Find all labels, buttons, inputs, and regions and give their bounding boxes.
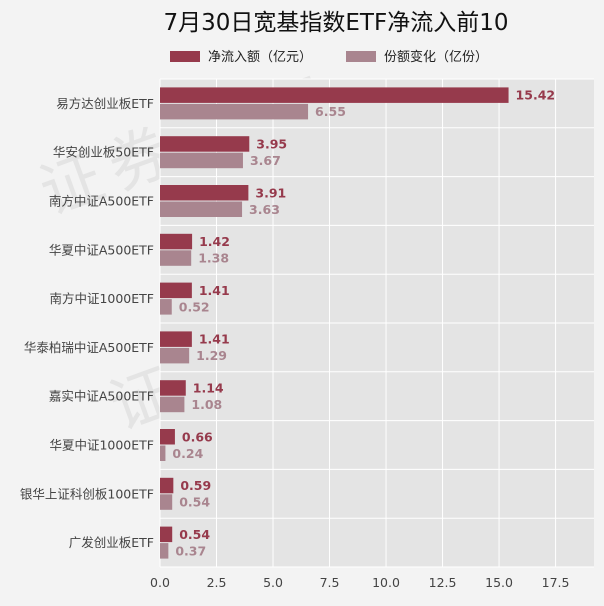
value-label-net-inflow: 0.59 bbox=[180, 478, 211, 493]
bar-share-change bbox=[160, 103, 309, 120]
value-label-share-change: 1.08 bbox=[191, 397, 222, 412]
chart-title: 7月30日宽基指数ETF净流入前10 bbox=[164, 10, 509, 36]
value-label-share-change: 6.55 bbox=[315, 104, 346, 119]
x-tick-label: 12.5 bbox=[429, 575, 457, 590]
bar-share-change bbox=[160, 494, 173, 510]
x-tick-label: 17.5 bbox=[542, 575, 570, 590]
legend-label-net-inflow: 净流入额（亿元） bbox=[208, 50, 312, 65]
category-label: 华夏中证1000ETF bbox=[49, 438, 154, 453]
category-label: 南方中证A500ETF bbox=[49, 194, 154, 209]
bar-share-change bbox=[160, 347, 190, 364]
gridlines bbox=[159, 78, 594, 568]
category-label: 南方中证1000ETF bbox=[49, 291, 154, 306]
value-label-share-change: 0.37 bbox=[175, 543, 206, 558]
x-axis-ticks: 0.0 2.5 5.0 7.5 10.0 12.5 15.0 17.5 bbox=[150, 575, 569, 590]
value-label-net-inflow: 15.42 bbox=[516, 88, 556, 103]
x-tick-label: 7.5 bbox=[320, 575, 340, 590]
bar-share-change bbox=[160, 396, 185, 413]
legend-swatch-share-change bbox=[346, 51, 376, 62]
bar-net-inflow bbox=[160, 87, 509, 103]
legend-label-share-change: 份额变化（亿份） bbox=[384, 49, 488, 65]
category-label: 嘉实中证A500ETF bbox=[49, 389, 154, 404]
value-labels: 15.426.553.953.673.913.631.421.381.410.5… bbox=[172, 88, 555, 559]
value-label-net-inflow: 1.42 bbox=[199, 234, 230, 249]
bar-share-change bbox=[160, 543, 169, 559]
bar-share-change bbox=[160, 201, 243, 217]
value-label-net-inflow: 1.14 bbox=[193, 380, 224, 395]
category-label: 广发创业板ETF bbox=[69, 535, 154, 550]
value-label-net-inflow: 0.66 bbox=[182, 429, 213, 444]
bar-net-inflow bbox=[160, 477, 174, 494]
x-tick-label: 2.5 bbox=[207, 575, 227, 590]
bars bbox=[160, 87, 509, 559]
bar-net-inflow bbox=[160, 136, 250, 152]
value-label-share-change: 3.67 bbox=[250, 153, 281, 168]
category-label: 银华上证科创板100ETF bbox=[20, 486, 154, 501]
x-tick-label: 15.0 bbox=[485, 575, 513, 590]
x-tick-label: 5.0 bbox=[263, 575, 283, 590]
bar-net-inflow bbox=[160, 526, 173, 543]
value-label-share-change: 0.52 bbox=[179, 299, 210, 314]
value-label-share-change: 0.54 bbox=[179, 495, 210, 510]
value-label-share-change: 3.63 bbox=[249, 202, 280, 217]
bar-net-inflow bbox=[160, 429, 175, 445]
category-label: 华夏中证A500ETF bbox=[49, 242, 154, 257]
bar-net-inflow bbox=[160, 233, 193, 250]
category-label: 华泰柏瑞中证A500ETF bbox=[24, 340, 154, 355]
category-labels: 易方达创业板ETF 华安创业板50ETF 南方中证A500ETF 华夏中证A500ET… bbox=[20, 96, 154, 550]
value-label-net-inflow: 1.41 bbox=[199, 332, 230, 347]
value-label-share-change: 1.38 bbox=[198, 251, 229, 266]
legend: 净流入额（亿元） 份额变化（亿份） bbox=[170, 49, 488, 65]
value-label-net-inflow: 1.41 bbox=[199, 283, 230, 298]
bar-net-inflow bbox=[160, 331, 192, 347]
bar-net-inflow bbox=[160, 282, 192, 299]
x-tick-label: 10.0 bbox=[372, 575, 400, 590]
legend-swatch-net-inflow bbox=[170, 51, 200, 62]
bar-net-inflow bbox=[160, 185, 249, 201]
value-label-net-inflow: 3.91 bbox=[255, 185, 286, 200]
x-tick-label: 0.0 bbox=[150, 575, 170, 590]
category-label: 华安创业板50ETF bbox=[53, 145, 154, 160]
bar-share-change bbox=[160, 299, 172, 315]
bar-share-change bbox=[160, 152, 243, 169]
bar-net-inflow bbox=[160, 380, 186, 396]
category-label: 易方达创业板ETF bbox=[56, 96, 154, 111]
value-label-net-inflow: 0.54 bbox=[179, 527, 210, 542]
value-label-share-change: 1.29 bbox=[196, 348, 227, 363]
value-label-net-inflow: 3.95 bbox=[256, 136, 287, 151]
bar-share-change bbox=[160, 250, 192, 266]
value-label-share-change: 0.24 bbox=[172, 446, 203, 461]
bar-share-change bbox=[160, 445, 166, 461]
